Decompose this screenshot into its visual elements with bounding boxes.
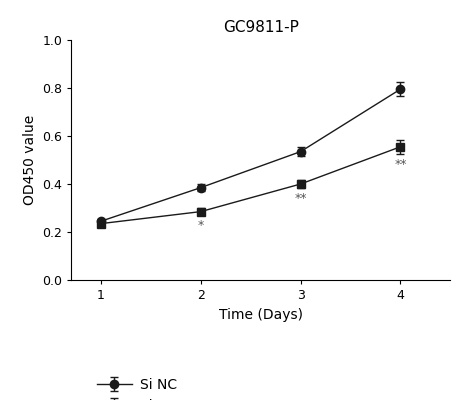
Text: **: **	[394, 158, 407, 171]
Text: **: **	[294, 192, 307, 206]
Title: GC9811-P: GC9811-P	[223, 20, 299, 35]
Text: *: *	[198, 219, 204, 232]
X-axis label: Time (Days): Time (Days)	[219, 308, 303, 322]
Legend: Si NC, Si SNHG3: Si NC, Si SNHG3	[97, 378, 206, 400]
Y-axis label: OD450 value: OD450 value	[23, 115, 36, 205]
